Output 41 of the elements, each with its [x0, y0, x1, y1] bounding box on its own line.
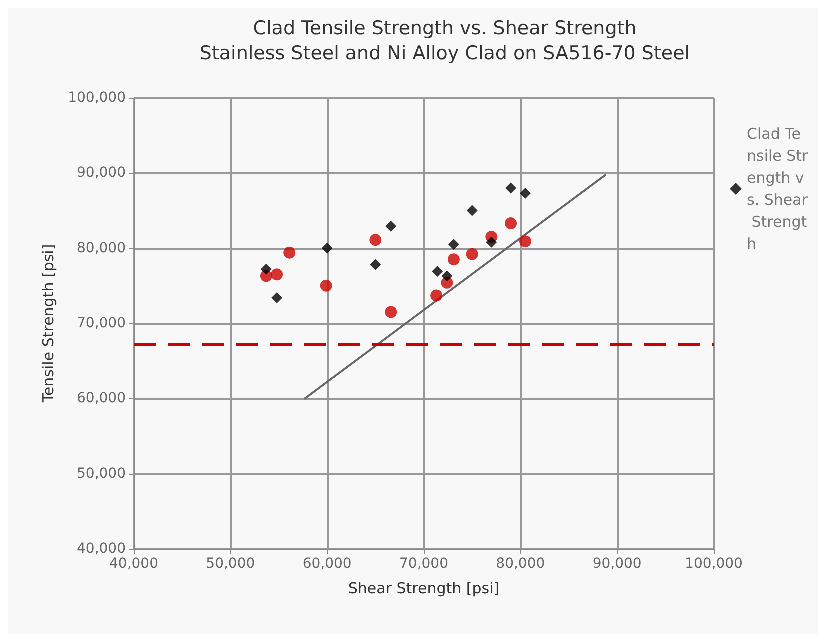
point: [386, 221, 397, 232]
x-tick-label: 40,000: [110, 556, 158, 572]
point: [466, 205, 478, 216]
x-tick-label: 80,000: [496, 556, 546, 572]
chart-title: Clad Tensile Strength vs. Shear Strength: [253, 18, 637, 40]
point: [442, 270, 453, 282]
point: [486, 236, 498, 248]
y-tick-label: 50,000: [77, 466, 126, 482]
y-tick-label: 100,000: [68, 90, 126, 106]
x-tick-label: 70,000: [400, 556, 448, 572]
x-tick-label: 60,000: [302, 556, 352, 572]
point: [466, 248, 478, 260]
point: [432, 266, 444, 278]
chart-subtitle: Stainless Steel and Ni Alloy Clad on SA516-70 Steel: [200, 42, 690, 64]
point: [271, 268, 284, 281]
point: [430, 290, 443, 302]
y-tick-label: 70,000: [77, 316, 126, 332]
point: [385, 306, 398, 318]
point: [448, 239, 460, 250]
x-tick-label: 100,000: [685, 556, 743, 572]
x-tick-label: 90,000: [592, 556, 642, 572]
point: [370, 259, 382, 270]
point: [520, 188, 531, 199]
point: [506, 182, 516, 194]
y-tick-label: 90,000: [77, 165, 126, 182]
point: [520, 236, 532, 248]
point: [284, 246, 296, 259]
x-axis-title: Shear Strength [psi]: [348, 580, 500, 598]
point: [370, 234, 382, 246]
y-tick-label: 40,000: [77, 541, 126, 557]
point: [272, 292, 283, 304]
legend-label: Clad Tensile Strength vs. Shear Strength: [747, 125, 810, 253]
y-tick-label: 60,000: [77, 390, 126, 407]
point: [260, 264, 272, 275]
point: [505, 218, 517, 230]
point: [448, 254, 460, 266]
x-tick-label: 50,000: [206, 556, 256, 572]
point: [320, 280, 332, 292]
point: [322, 242, 333, 254]
y-axis-title: Tensile Strength [psi]: [40, 244, 58, 404]
y-tick-label: 80,000: [77, 240, 126, 256]
